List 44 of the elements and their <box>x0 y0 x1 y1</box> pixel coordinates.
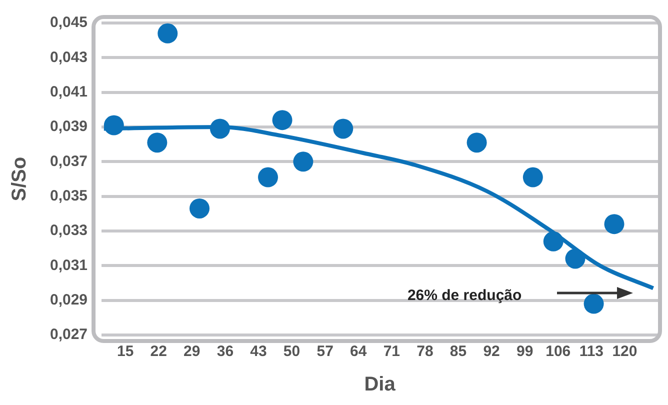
x-tick-label: 99 <box>516 343 534 360</box>
y-tick-label: 0,041 <box>50 83 88 100</box>
annotation: 26% de redução <box>407 287 522 304</box>
point <box>543 231 564 252</box>
x-tick-label: 120 <box>612 343 638 360</box>
x-tick-label: 92 <box>483 343 500 360</box>
point <box>210 118 230 139</box>
y-tick-label: 0,043 <box>50 48 88 66</box>
y-axis-title: S/So <box>8 156 31 202</box>
y-tick-label: 0,031 <box>50 256 88 274</box>
x-tick-label: 64 <box>350 343 368 360</box>
point <box>272 110 292 130</box>
x-tick-label: 71 <box>383 343 400 360</box>
y-tick-label: 0,029 <box>50 291 88 308</box>
point <box>158 23 178 44</box>
point <box>333 118 354 139</box>
x-tick-label: 29 <box>184 343 200 360</box>
y-tick-label: 0,039 <box>50 118 88 136</box>
point <box>565 248 586 269</box>
point <box>604 214 624 234</box>
point <box>466 132 487 153</box>
x-tick-label: 36 <box>216 343 234 360</box>
y-tick-label: 0,033 <box>50 222 88 240</box>
x-tick-label: 50 <box>283 343 300 360</box>
point <box>584 294 604 314</box>
x-tick-label: 78 <box>416 343 434 360</box>
point <box>522 167 543 188</box>
point <box>190 198 210 218</box>
point <box>147 132 168 153</box>
x-tick-label: 57 <box>316 343 334 360</box>
x-tick-label: 15 <box>116 343 134 360</box>
y-tick-label: 0,035 <box>50 187 88 204</box>
y-tick-label: 0,027 <box>50 326 88 344</box>
x-tick-label: 43 <box>250 343 267 360</box>
point <box>104 115 124 136</box>
point <box>293 152 314 172</box>
y-tick-label: 0,045 <box>50 14 88 32</box>
x-tick-label: 22 <box>150 343 167 360</box>
y-tick-label: 0,037 <box>50 152 88 170</box>
x-axis-title: Dia <box>364 374 396 396</box>
x-tick-label: 113 <box>579 343 604 360</box>
x-tick-label: 85 <box>450 343 467 360</box>
x-tick-label: 106 <box>546 343 571 360</box>
point <box>258 167 278 188</box>
